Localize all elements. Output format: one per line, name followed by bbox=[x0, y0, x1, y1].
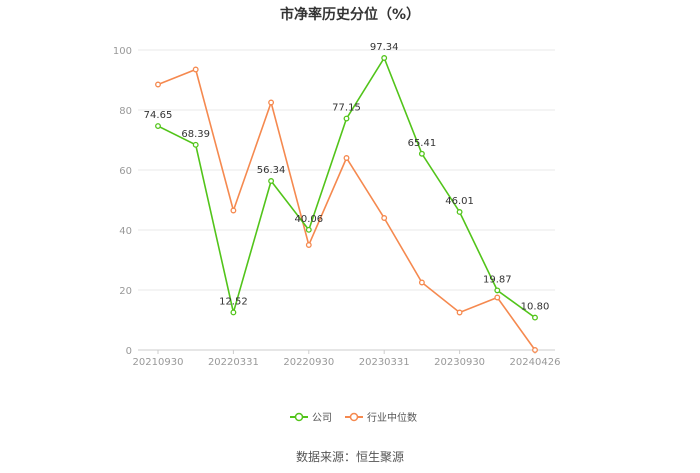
x-tick-label: 20230331 bbox=[359, 357, 410, 368]
y-tick-label: 20 bbox=[119, 286, 132, 297]
series-line-0 bbox=[157, 56, 536, 319]
x-tick-label: 20220331 bbox=[208, 357, 259, 368]
data-point-1 bbox=[494, 294, 501, 301]
data-label: 74.65 bbox=[144, 110, 173, 121]
data-point-1 bbox=[532, 347, 538, 353]
y-tick-label: 40 bbox=[119, 226, 132, 237]
legend-label-0: 公司 bbox=[312, 413, 332, 424]
data-point-0 bbox=[155, 123, 161, 129]
data-point-1 bbox=[381, 215, 388, 221]
data-point-1 bbox=[155, 81, 161, 88]
chart-title: 市净率历史分位（%） bbox=[279, 7, 421, 23]
data-point-0 bbox=[268, 178, 275, 184]
data-point-0 bbox=[494, 287, 501, 294]
y-tick-label: 0 bbox=[126, 346, 132, 357]
data-point-1 bbox=[456, 309, 463, 316]
data-point-1 bbox=[268, 99, 275, 106]
data-label: 77.15 bbox=[332, 103, 361, 114]
data-point-0 bbox=[343, 115, 350, 122]
data-point-1 bbox=[192, 66, 199, 73]
x-tick-label: 20230930 bbox=[434, 357, 485, 368]
data-label: 40.06 bbox=[294, 214, 323, 225]
data-label: 65.41 bbox=[408, 138, 437, 149]
data-label: 68.39 bbox=[181, 129, 210, 140]
data-point-0 bbox=[456, 209, 463, 215]
data-point-1 bbox=[305, 242, 312, 248]
y-tick-label: 60 bbox=[119, 166, 132, 177]
data-label: 19.87 bbox=[483, 274, 512, 285]
legend-marker-0 bbox=[294, 412, 304, 422]
data-point-0 bbox=[418, 150, 425, 157]
legend-marker-1 bbox=[349, 412, 359, 422]
data-label: 97.34 bbox=[370, 42, 399, 53]
y-tick-label: 80 bbox=[119, 106, 132, 117]
data-source: 数据来源：恒生聚源 bbox=[295, 450, 404, 464]
data-point-0 bbox=[230, 309, 237, 316]
data-point-1 bbox=[343, 155, 350, 161]
data-label: 56.34 bbox=[257, 165, 286, 176]
x-tick-label: 20210930 bbox=[133, 357, 184, 368]
x-tick-label: 20220930 bbox=[283, 357, 334, 368]
data-point-0 bbox=[305, 226, 312, 233]
legend-label-1: 行业中位数 bbox=[367, 411, 417, 424]
y-tick-label: 100 bbox=[113, 46, 132, 57]
data-point-1 bbox=[230, 207, 237, 214]
data-label: 10.80 bbox=[521, 302, 550, 313]
data-point-0 bbox=[381, 55, 388, 61]
data-label: 46.01 bbox=[445, 196, 474, 207]
x-tick-label: 20240426 bbox=[510, 357, 561, 368]
data-point-1 bbox=[418, 279, 425, 286]
data-point-0 bbox=[532, 314, 538, 321]
data-point-0 bbox=[192, 141, 199, 148]
data-label: 12.52 bbox=[219, 296, 248, 307]
